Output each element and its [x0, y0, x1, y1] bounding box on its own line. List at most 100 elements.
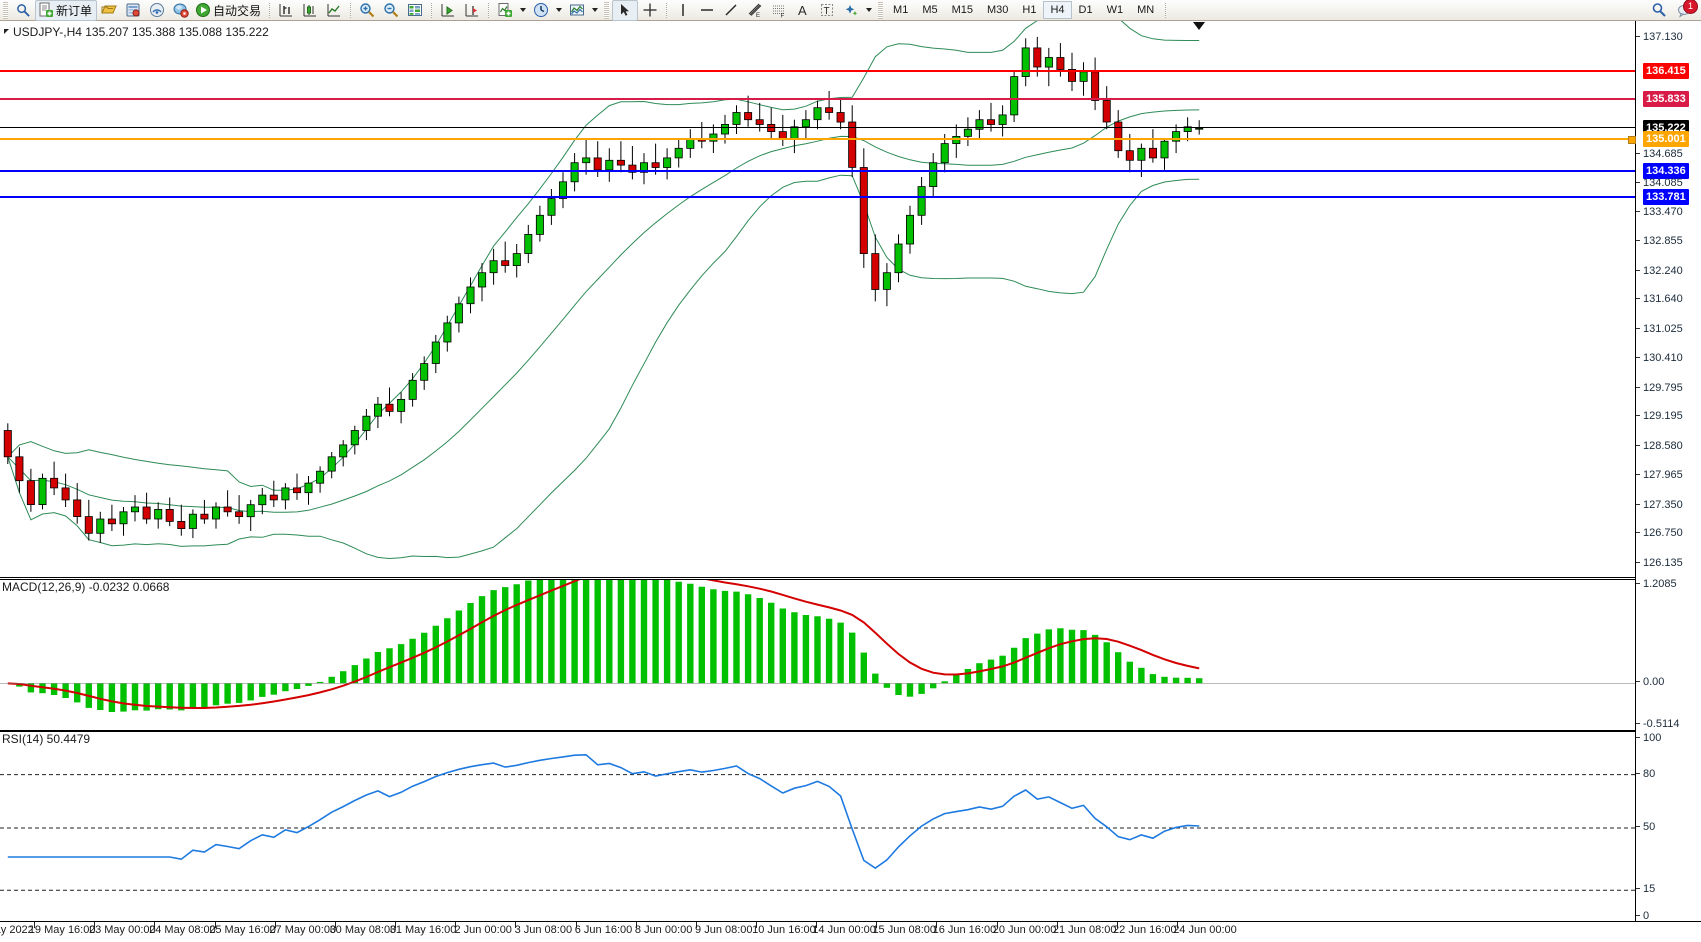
rsi-tick-label: 80	[1643, 767, 1656, 780]
shift-end-icon[interactable]	[436, 1, 460, 20]
vertical-line-icon[interactable]	[671, 1, 695, 20]
time-tick-0: 18 May 2022	[0, 924, 34, 936]
price-label: 132.855	[1643, 235, 1683, 248]
time-separator	[816, 922, 818, 928]
pivot-handle[interactable]	[1628, 135, 1636, 144]
objects-dropdown-caret[interactable]	[866, 8, 873, 12]
price-tick-135-001: 135.001	[1636, 130, 1701, 147]
toolbar-gripper[interactable]	[3, 1, 8, 19]
macd-pane[interactable]	[0, 579, 1635, 731]
templates-icon[interactable]	[565, 1, 589, 20]
time-separator	[1056, 922, 1058, 928]
line-chart-icon[interactable]	[322, 1, 346, 20]
chart-area[interactable]: USDJPY-,H4 135.207 135.388 135.088 135.2…	[0, 21, 1701, 942]
timeframe-m5[interactable]: M5	[922, 4, 938, 16]
toolbar-gripper-2[interactable]	[604, 1, 610, 19]
timeframe-w1[interactable]: W1	[1106, 4, 1124, 16]
candle-chart-icon[interactable]	[298, 1, 322, 20]
time-tick-18: 21 Jun 08:00	[1052, 924, 1117, 936]
price-label: 126.135	[1643, 556, 1683, 569]
crosshair-select-icon[interactable]	[612, 0, 639, 21]
time-tick-10: 6 Jun 16:00	[574, 924, 633, 936]
time-tick-1: 19 May 16:00	[28, 924, 96, 936]
price-level-resistance-1[interactable]	[0, 70, 1635, 73]
time-separator	[936, 922, 938, 928]
templates-dropdown-caret[interactable]	[592, 8, 599, 12]
cursor-arrow-icon[interactable]	[11, 1, 35, 20]
price-label: 137.130	[1643, 30, 1683, 43]
price-label: 134.685	[1643, 147, 1683, 160]
time-separator	[575, 922, 577, 928]
price-tick-134-685: 134.685	[1636, 147, 1701, 161]
period-icon[interactable]	[529, 1, 553, 20]
indicators-dropdown-caret[interactable]	[520, 8, 527, 12]
objects-icon[interactable]	[839, 1, 863, 20]
alert-icon[interactable]: 1	[1673, 0, 1698, 20]
rsi-tick-label: 15	[1643, 883, 1656, 896]
toolbar-gripper-3[interactable]	[878, 1, 884, 19]
timeframe-m30[interactable]: M30	[987, 4, 1009, 16]
period-dropdown-caret[interactable]	[556, 8, 563, 12]
zoom-out-icon[interactable]	[379, 1, 403, 20]
equidistant-channel-icon[interactable]: E	[743, 1, 767, 20]
auto-scroll-icon[interactable]	[460, 1, 484, 20]
fibonacci-icon[interactable]: F	[767, 1, 791, 20]
timeframe-m1[interactable]: M1	[893, 4, 909, 16]
text-label-icon[interactable]: A	[791, 1, 815, 20]
price-label: 133.781	[1643, 189, 1689, 206]
market-watch-icon[interactable]	[121, 1, 145, 20]
navigator-icon[interactable]	[145, 1, 169, 20]
price-level-support-1[interactable]	[0, 169, 1635, 172]
crosshair-icon[interactable]	[638, 1, 662, 20]
timeframe-h4[interactable]: H4	[1043, 1, 1072, 19]
rsi-pane[interactable]	[0, 731, 1635, 925]
price-label: 127.350	[1643, 498, 1683, 511]
terminal-icon[interactable]	[169, 1, 193, 20]
time-tick-4: 25 May 16:00	[209, 924, 276, 936]
new-order-button[interactable]: 新订单	[35, 0, 98, 21]
price-label: 134.085	[1643, 176, 1683, 189]
time-separator	[755, 922, 757, 928]
auto-trading-label: 自动交易	[213, 3, 262, 18]
price-tick-127-965: 127.965	[1636, 468, 1701, 482]
price-level-pivot[interactable]	[0, 137, 1635, 140]
zoom-in-icon[interactable]	[355, 1, 379, 20]
price-label: 131.025	[1643, 322, 1683, 335]
macd-tick-0: 1.2085	[1636, 577, 1701, 591]
timeframe-mn[interactable]: MN	[1137, 4, 1155, 16]
price-level-bid-price[interactable]	[0, 127, 1635, 129]
rsi-tick-100: 100	[1636, 731, 1701, 745]
price-level-resistance-2[interactable]	[0, 97, 1635, 100]
price-level-support-2[interactable]	[0, 196, 1635, 199]
price-label: 134.336	[1643, 162, 1689, 179]
time-tick-11: 8 Jun 00:00	[634, 924, 693, 936]
data-window-icon[interactable]	[403, 1, 427, 20]
toolbar-separator-6	[1165, 2, 1167, 18]
toolbar-separator-2	[350, 2, 352, 18]
svg-text:E: E	[756, 13, 760, 18]
time-tick-9: 3 Jun 08:00	[514, 924, 573, 936]
auto-trading-button[interactable]: 自动交易	[193, 1, 265, 20]
rsi-tick-0: 0	[1636, 909, 1701, 923]
price-tick-129-195: 129.195	[1636, 409, 1701, 423]
search-icon[interactable]	[1647, 1, 1671, 20]
time-tick-20: 24 Jun 00:00	[1173, 924, 1237, 936]
trendline-icon[interactable]	[719, 1, 743, 20]
price-scale[interactable]: 137.130 136.415 135.833 135.222 135.001 134.6…	[1635, 21, 1701, 942]
timeframe-m15[interactable]: M15	[951, 4, 973, 16]
main-price-pane[interactable]	[0, 21, 1635, 578]
horizontal-line-icon[interactable]	[695, 1, 719, 20]
collapse-triangle-icon[interactable]	[4, 29, 9, 34]
price-label: 129.195	[1643, 410, 1683, 423]
price-tick-134-085: 134.085	[1636, 176, 1701, 190]
rsi-tick-label: 100	[1643, 732, 1662, 744]
text-icon[interactable]: T	[815, 1, 839, 20]
bar-chart-icon[interactable]	[274, 1, 298, 20]
folder-icon[interactable]	[97, 1, 121, 20]
indicators-icon[interactable]	[493, 1, 517, 20]
time-tick-13: 10 Jun 16:00	[752, 924, 816, 936]
timeframe-d1[interactable]: D1	[1078, 4, 1093, 16]
rsi-tick-50: 50	[1636, 820, 1701, 834]
timeframe-h1[interactable]: H1	[1022, 4, 1037, 16]
